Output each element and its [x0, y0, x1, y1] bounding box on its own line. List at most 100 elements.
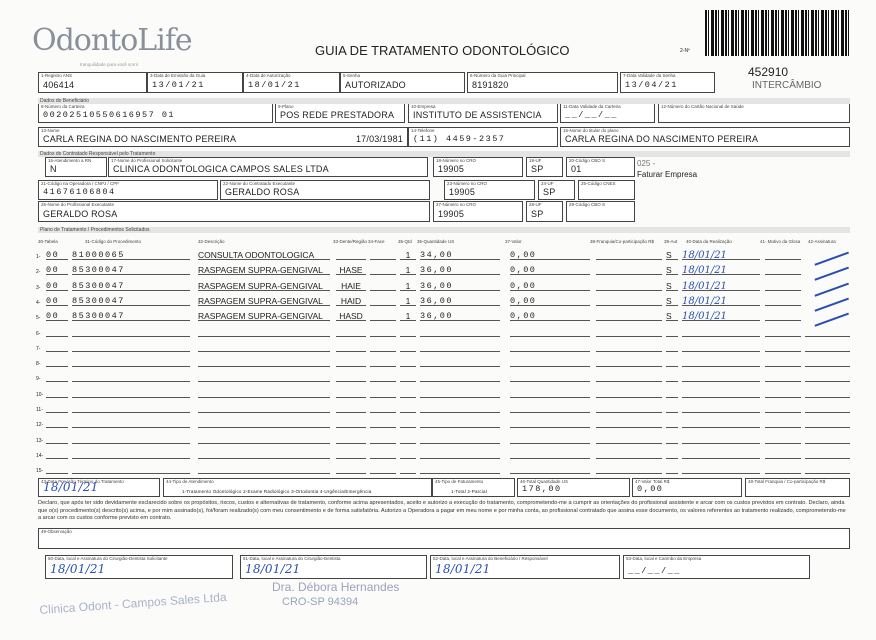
field-f19[interactable]: 19-UF SP [526, 157, 563, 177]
cell-aut[interactable] [666, 464, 678, 475]
cell-signature[interactable] [805, 418, 850, 429]
field-f48[interactable]: 48-Total Franquia / Co-participação R$ [745, 478, 850, 497]
cell-us[interactable] [420, 327, 500, 337]
cell-glosa[interactable] [765, 265, 801, 276]
cell-us[interactable]: 34,00 [420, 250, 500, 260]
cell-qtd[interactable]: 1 [400, 311, 416, 322]
cell-codigo[interactable] [72, 327, 190, 337]
field-f21[interactable]: 21-Código na Operadora / CNPJ / CPF 41676… [38, 180, 218, 200]
cell-descricao[interactable] [198, 357, 330, 368]
cell-codigo[interactable]: 81000065 [72, 250, 190, 260]
cell-codigo[interactable]: 85300047 [72, 311, 190, 322]
cell-signature[interactable] [805, 403, 850, 413]
cell-franq[interactable] [596, 342, 662, 352]
cell-tabela[interactable]: 00 [46, 311, 68, 322]
field-f11[interactable]: 11-Data Validade da Carteira __/__/__ [560, 103, 655, 123]
cell-data[interactable] [682, 434, 760, 444]
cell-qtd[interactable] [400, 372, 416, 383]
cell-dente[interactable] [336, 327, 366, 337]
field-f9[interactable]: 9-Plano POS REDE PRESTADORA [275, 103, 405, 123]
cell-dente[interactable]: HASE [336, 265, 366, 276]
cell-qtd[interactable] [400, 464, 416, 475]
cell-dente[interactable]: HASD [336, 311, 366, 322]
cell-qtd[interactable] [400, 342, 416, 352]
cell-face[interactable] [370, 418, 396, 429]
cell-face[interactable] [370, 357, 396, 368]
field-f6[interactable]: 6-Número da Guia Principal 8191820 [467, 72, 618, 93]
cell-tabela[interactable]: 00 [46, 296, 68, 306]
cell-codigo[interactable] [72, 342, 190, 352]
cell-glosa[interactable] [765, 296, 801, 306]
field-f53[interactable]: 53-Data, local e Carimbo da Empresa __/__… [623, 555, 810, 579]
cell-face[interactable] [370, 250, 396, 260]
cell-us[interactable] [420, 418, 500, 429]
cell-us[interactable]: 36,00 [420, 281, 500, 291]
cell-qtd[interactable]: 1 [400, 265, 416, 276]
cell-signature[interactable] [805, 372, 850, 383]
field-f26[interactable]: 26-Nome do Profissional Executante GERALD… [38, 201, 430, 222]
field-f28[interactable]: 28-UF SP [526, 201, 563, 222]
cell-dente[interactable]: HAIE [336, 281, 366, 291]
cell-codigo[interactable] [72, 449, 190, 459]
cell-codigo[interactable]: 85300047 [72, 281, 190, 291]
cell-franq[interactable] [596, 464, 662, 475]
cell-qtd[interactable]: 1 [400, 296, 416, 306]
cell-valor[interactable] [510, 357, 590, 368]
cell-tabela[interactable] [46, 418, 68, 429]
cell-data[interactable] [682, 357, 760, 368]
cell-us[interactable] [420, 403, 500, 413]
field-f17[interactable]: 17-Nome do Profissional Solicitante CLINI… [108, 157, 428, 177]
cell-data[interactable]: 18/01/21 [682, 250, 760, 261]
cell-franq[interactable] [596, 403, 662, 413]
cell-valor[interactable] [510, 327, 590, 337]
cell-signature[interactable] [805, 434, 850, 444]
field-f25[interactable]: 25-Código CNES [578, 180, 635, 200]
cell-data[interactable] [682, 403, 760, 413]
cell-franq[interactable] [596, 311, 662, 322]
cell-signature[interactable] [805, 464, 850, 475]
cell-valor[interactable] [510, 464, 590, 475]
cell-face[interactable] [370, 449, 396, 459]
cell-us[interactable]: 36,00 [420, 311, 500, 322]
cell-franq[interactable] [596, 327, 662, 337]
cell-franq[interactable] [596, 281, 662, 291]
cell-valor[interactable] [510, 434, 590, 444]
cell-data[interactable] [682, 342, 760, 352]
field-f12[interactable]: 12-Número do Cartão Nacional de Saúde [658, 103, 850, 123]
cell-tabela[interactable]: 00 [46, 265, 68, 276]
cell-codigo[interactable] [72, 464, 190, 475]
field-f4[interactable]: 4-Data de Autorização 18/01/21 [243, 72, 340, 93]
field-f16[interactable]: 16-Atendimento a RN N [45, 157, 107, 177]
field-f27[interactable]: 27-Número no CRO 19905 [433, 201, 523, 222]
cell-tabela[interactable] [46, 403, 68, 413]
field-f7[interactable]: 7-Data Validade da Senha 13/04/21 [620, 72, 715, 93]
cell-tabela[interactable] [46, 464, 68, 475]
cell-glosa[interactable] [765, 311, 801, 322]
cell-aut[interactable] [666, 434, 678, 444]
cell-aut[interactable]: S [666, 265, 678, 276]
cell-glosa[interactable] [765, 464, 801, 475]
field-f14[interactable]: 14-Telefone (11) 4459-2357 [408, 127, 558, 147]
cell-aut[interactable] [666, 388, 678, 398]
cell-dente[interactable] [336, 434, 366, 444]
cell-tabela[interactable]: 00 [46, 281, 68, 291]
field-f5[interactable]: 5-Senha AUTORIZADO [340, 72, 465, 93]
cell-face[interactable] [370, 342, 396, 352]
cell-face[interactable] [370, 403, 396, 413]
cell-valor[interactable]: 0,00 [510, 311, 590, 322]
cell-codigo[interactable] [72, 388, 190, 398]
cell-codigo[interactable] [72, 418, 190, 429]
cell-signature[interactable] [805, 357, 850, 368]
cell-qtd[interactable] [400, 327, 416, 337]
cell-aut[interactable] [666, 327, 678, 337]
cell-dente[interactable] [336, 418, 366, 429]
cell-qtd[interactable]: 1 [400, 281, 416, 291]
cell-us[interactable] [420, 464, 500, 475]
cell-valor[interactable]: 0,00 [510, 250, 590, 260]
cell-codigo[interactable]: 85300047 [72, 296, 190, 306]
cell-face[interactable] [370, 311, 396, 322]
cell-descricao[interactable]: CONSULTA ODONTOLOGICA [198, 250, 330, 260]
cell-tabela[interactable]: 00 [46, 250, 68, 260]
cell-face[interactable] [370, 372, 396, 383]
cell-data[interactable] [682, 372, 760, 383]
